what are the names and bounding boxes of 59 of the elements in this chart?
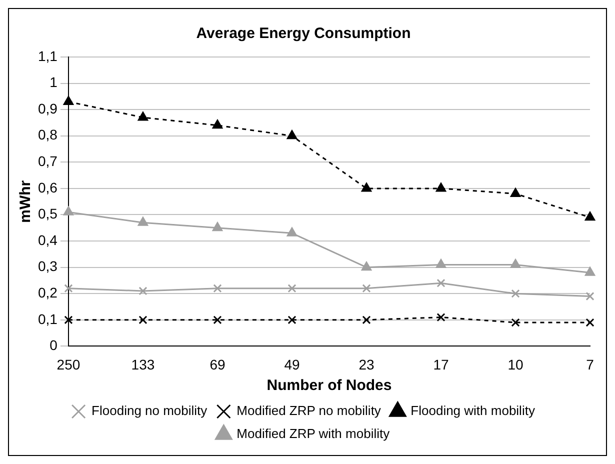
point — [362, 316, 371, 324]
x-axis-title: Number of Nodes — [266, 377, 392, 394]
point — [436, 312, 446, 322]
x-tick-label: 69 — [210, 356, 226, 372]
point — [63, 206, 74, 216]
point — [138, 286, 148, 296]
point — [511, 289, 520, 298]
legend-label: Modified ZRP no mobility — [236, 403, 382, 418]
x-tick-label: 23 — [358, 356, 374, 372]
point — [288, 284, 296, 293]
chart-title: Average Energy Consumption — [196, 25, 411, 42]
x-tick-label: 10 — [508, 356, 524, 372]
y-tick-label: 0 — [50, 337, 58, 354]
point — [361, 182, 372, 192]
point — [286, 130, 298, 140]
y-tick-label: 0,9 — [38, 100, 58, 116]
point — [64, 284, 73, 293]
point — [361, 262, 372, 271]
point — [511, 318, 520, 327]
point — [584, 266, 596, 276]
point — [138, 216, 148, 226]
point — [288, 316, 296, 324]
point — [586, 318, 594, 327]
y-tick-label: 0,8 — [38, 126, 58, 143]
y-tick-label: 0,3 — [38, 258, 58, 274]
point — [586, 292, 594, 301]
y-tick-label: 0,4 — [38, 232, 58, 248]
point — [63, 96, 74, 105]
y-tick-label: 1 — [50, 74, 58, 90]
point — [362, 284, 371, 293]
y-tick-label: 0,2 — [38, 284, 58, 300]
point — [64, 316, 73, 324]
y-tick-label: 0,6 — [38, 179, 58, 196]
y-tick-label: 0,7 — [38, 153, 58, 170]
point — [436, 258, 446, 268]
y-tick-label: 0,5 — [38, 206, 58, 222]
x-tick-label: 17 — [433, 356, 449, 372]
x-tick-label: 7 — [586, 356, 594, 372]
point — [286, 227, 298, 236]
point — [436, 182, 446, 192]
point — [213, 316, 222, 324]
y-tick-label: 1,1 — [38, 48, 58, 64]
point — [138, 316, 148, 324]
point — [212, 222, 223, 232]
point — [510, 188, 521, 197]
legend-label: Flooding with mobility — [410, 403, 536, 418]
x-tick-label: 49 — [284, 356, 300, 372]
legend-label: Flooding no mobility — [92, 403, 208, 418]
point — [584, 212, 596, 221]
x-tick-label: 250 — [56, 356, 80, 372]
point — [138, 112, 148, 121]
point — [510, 258, 521, 268]
point — [213, 284, 222, 293]
point — [436, 278, 446, 288]
point — [212, 120, 223, 129]
y-tick-label: 0,1 — [38, 310, 58, 327]
x-tick-label: 133 — [131, 356, 155, 372]
y-axis-title: mWhr — [17, 180, 34, 223]
legend-label: Modified ZRP with mobility — [236, 426, 390, 442]
